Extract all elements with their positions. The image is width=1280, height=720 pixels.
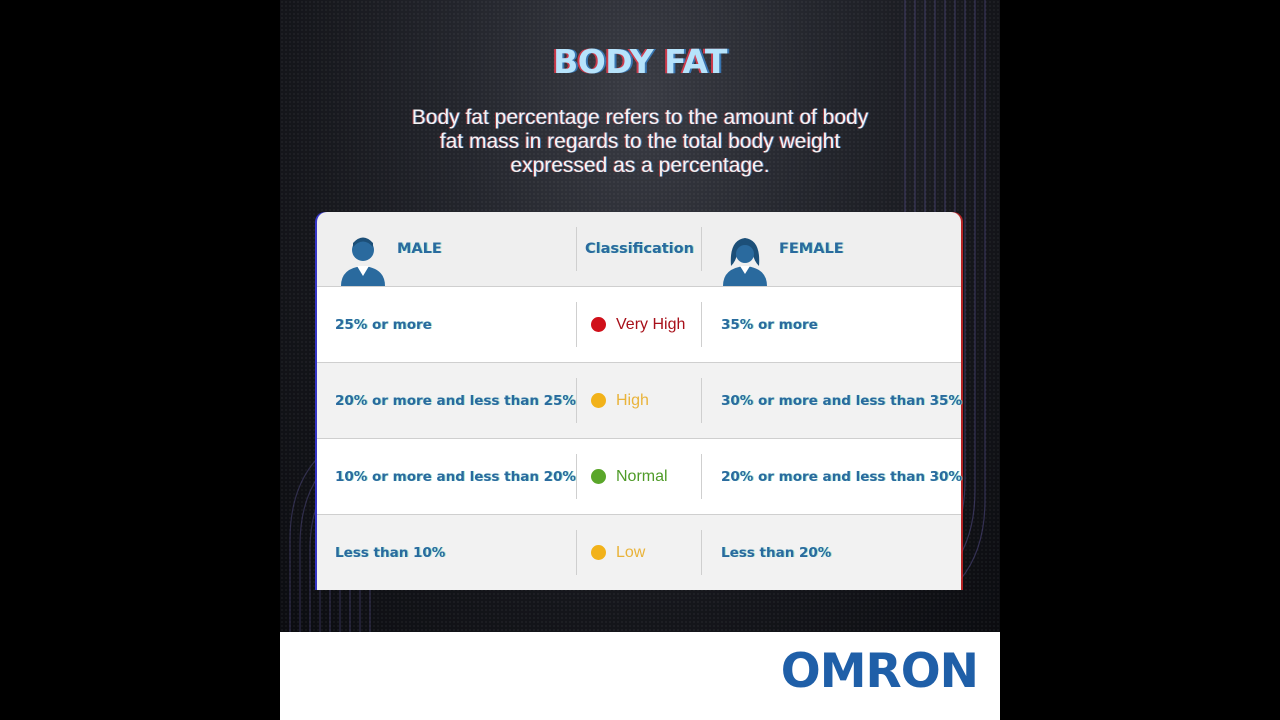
column-divider [576,302,577,347]
infographic-panel: BODY FAT Body fat percentage refers to t… [280,0,1000,632]
table-row: Less than 10% Low Less than 20% [317,515,961,590]
male-range: 10% or more and less than 20% [335,468,576,485]
male-range: 25% or more [335,316,432,333]
female-header-label: FEMALE [779,241,844,257]
table-row: 20% or more and less than 25% High 30% o… [317,363,962,439]
classification-label: Normal [616,467,668,485]
classification-label: High [616,391,649,409]
column-divider [701,454,702,499]
omron-logo: OMRON [780,644,979,699]
male-range: 20% or more and less than 25% [335,392,576,409]
description-text: Body fat percentage refers to the amount… [411,106,869,177]
table-row: 10% or more and less than 20% Normal 20%… [317,439,962,515]
male-header-label: MALE [397,241,442,257]
classification-header-cell: Classification [577,212,701,286]
female-range: 20% or more and less than 30% [721,468,962,485]
classification-header-label: Classification [585,241,694,257]
table-row: 25% or more Very High 35% or more [317,287,961,363]
status-dot-icon [591,317,606,332]
column-divider [576,454,577,499]
column-divider [576,530,577,575]
column-divider [701,302,702,347]
column-divider [701,530,702,575]
column-divider [701,227,702,271]
male-avatar-icon [341,237,385,286]
column-divider [576,378,577,423]
page-title: BODY FAT [553,42,727,81]
female-range: 30% or more and less than 35% [721,392,962,409]
video-frame: BODY FAT Body fat percentage refers to t… [280,0,1000,720]
column-divider [701,378,702,423]
status-dot-icon [591,469,606,484]
status-dot-icon [591,393,606,408]
brand-footer: OMRON [280,632,1000,720]
female-avatar-icon [723,238,767,286]
classification-label: Low [616,543,646,561]
female-range: 35% or more [721,316,818,333]
body-fat-table: MALE Classification FEMALE [317,212,962,590]
female-range: Less than 20% [721,544,832,561]
male-header-cell: MALE [335,212,575,286]
male-range: Less than 10% [335,544,446,561]
table-header-row: MALE Classification FEMALE [317,212,961,287]
female-header-cell: FEMALE [703,212,953,286]
classification-label: Very High [616,315,686,333]
status-dot-icon [591,545,606,560]
column-divider [576,227,577,271]
